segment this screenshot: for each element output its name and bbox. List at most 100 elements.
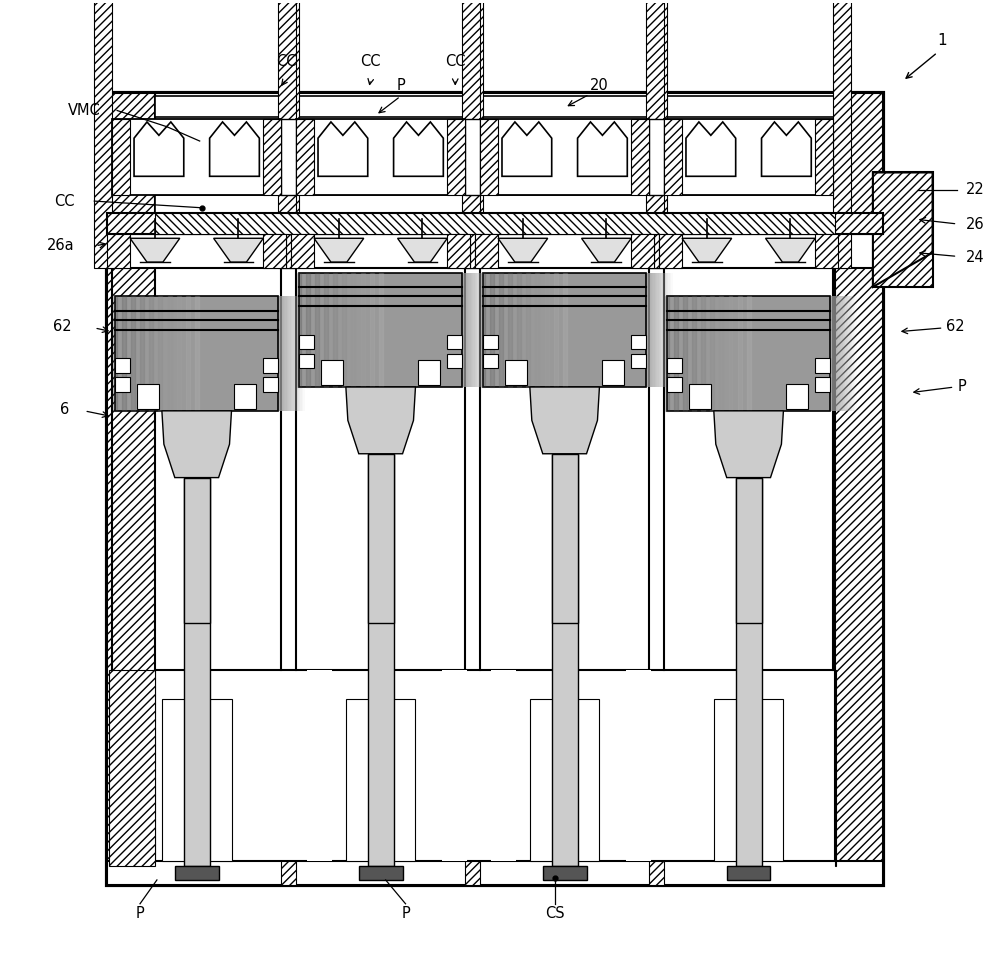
Bar: [303, 272, 465, 387]
Bar: [667, 296, 830, 410]
Bar: [508, 272, 666, 387]
Polygon shape: [130, 238, 180, 262]
Bar: [321, 272, 479, 387]
Bar: [115, 296, 278, 410]
Bar: [506, 272, 664, 387]
Text: P: P: [136, 906, 144, 921]
Bar: [835, 93, 883, 885]
Bar: [326, 272, 483, 387]
Bar: [736, 478, 762, 866]
Text: P: P: [957, 379, 966, 393]
Bar: [687, 296, 845, 410]
Bar: [140, 296, 298, 410]
Bar: [512, 272, 668, 387]
Polygon shape: [786, 385, 808, 409]
Bar: [281, 861, 296, 885]
Bar: [135, 296, 294, 410]
Bar: [698, 296, 854, 410]
Bar: [515, 272, 671, 387]
Bar: [109, 670, 155, 866]
Bar: [497, 272, 657, 387]
Bar: [175, 866, 219, 880]
Bar: [552, 454, 578, 866]
Text: 26a: 26a: [47, 239, 74, 253]
Bar: [833, 0, 851, 268]
Bar: [291, 233, 314, 268]
Bar: [112, 119, 281, 196]
Polygon shape: [602, 361, 624, 386]
Polygon shape: [321, 361, 343, 386]
Bar: [346, 699, 415, 861]
Bar: [147, 296, 303, 410]
Text: P: P: [401, 906, 410, 921]
Bar: [368, 454, 394, 622]
Bar: [727, 866, 770, 880]
Bar: [184, 478, 210, 866]
Polygon shape: [682, 238, 732, 262]
Bar: [137, 296, 295, 410]
Bar: [646, 0, 664, 268]
Bar: [286, 233, 291, 268]
Bar: [671, 296, 833, 410]
Bar: [674, 296, 836, 410]
Text: 24: 24: [965, 250, 984, 265]
Bar: [465, 0, 483, 268]
Polygon shape: [578, 122, 627, 176]
Bar: [94, 0, 112, 268]
Bar: [155, 196, 835, 213]
Bar: [483, 272, 646, 387]
Bar: [470, 233, 475, 268]
Bar: [499, 272, 659, 387]
Bar: [155, 670, 835, 885]
Bar: [322, 272, 480, 387]
Bar: [124, 296, 285, 410]
Bar: [130, 296, 289, 410]
Bar: [494, 272, 655, 387]
Polygon shape: [631, 354, 646, 368]
Text: CS: CS: [545, 906, 565, 921]
Bar: [115, 296, 278, 410]
Bar: [649, 0, 667, 268]
Bar: [299, 272, 462, 387]
Bar: [121, 296, 282, 410]
Bar: [296, 119, 465, 196]
Bar: [112, 119, 130, 196]
Polygon shape: [631, 335, 646, 349]
Bar: [263, 119, 281, 196]
Bar: [714, 699, 783, 861]
Bar: [317, 272, 476, 387]
Bar: [631, 119, 649, 196]
Bar: [107, 861, 883, 885]
Bar: [480, 119, 498, 196]
Bar: [492, 272, 653, 387]
Polygon shape: [667, 378, 682, 392]
Polygon shape: [394, 122, 443, 176]
Bar: [107, 233, 130, 268]
Polygon shape: [162, 410, 232, 478]
Bar: [490, 272, 652, 387]
Polygon shape: [686, 122, 736, 176]
Text: 22: 22: [965, 182, 984, 198]
Text: 26: 26: [965, 218, 984, 232]
Polygon shape: [667, 359, 682, 373]
Bar: [626, 670, 651, 861]
Polygon shape: [115, 359, 130, 373]
Bar: [119, 296, 281, 410]
Bar: [126, 296, 287, 410]
Text: 62: 62: [53, 319, 72, 335]
Polygon shape: [762, 122, 811, 176]
Bar: [690, 296, 848, 410]
Polygon shape: [314, 238, 364, 262]
Bar: [307, 670, 332, 861]
Bar: [447, 119, 465, 196]
Text: CC: CC: [276, 55, 296, 69]
Bar: [305, 272, 466, 387]
Bar: [631, 233, 654, 268]
Polygon shape: [299, 354, 314, 368]
Bar: [306, 272, 468, 387]
Polygon shape: [137, 385, 159, 409]
Polygon shape: [498, 238, 548, 262]
Bar: [278, 0, 296, 268]
Bar: [681, 296, 841, 410]
Bar: [155, 213, 835, 233]
